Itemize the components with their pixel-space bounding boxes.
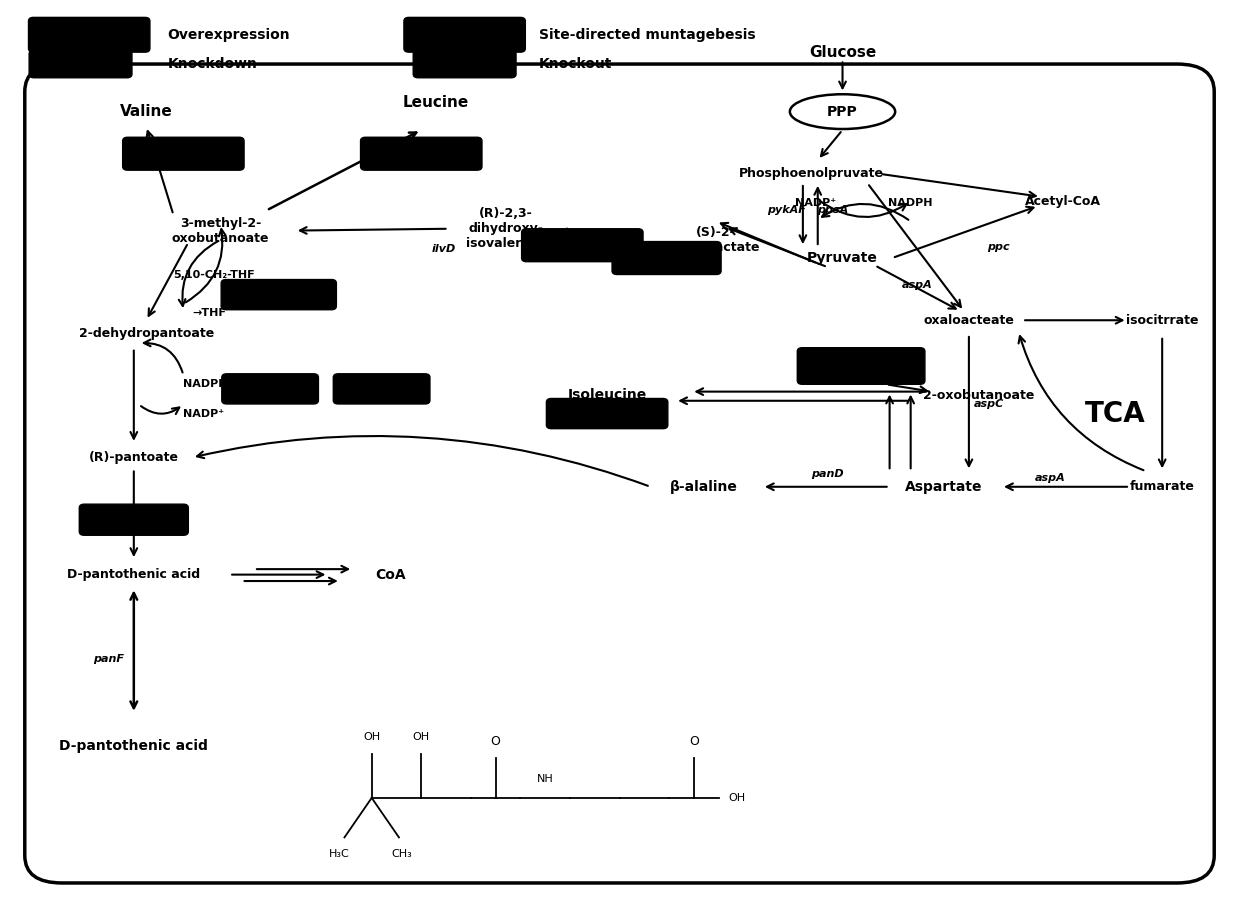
Text: ppc: ppc bbox=[987, 242, 1010, 252]
FancyBboxPatch shape bbox=[413, 50, 515, 78]
Text: ppsA: ppsA bbox=[817, 206, 849, 215]
Text: β-alaline: β-alaline bbox=[670, 479, 737, 494]
FancyBboxPatch shape bbox=[221, 279, 336, 309]
Text: NADPH: NADPH bbox=[888, 199, 933, 208]
Text: CH₃: CH₃ bbox=[392, 849, 411, 859]
FancyBboxPatch shape bbox=[25, 64, 1214, 883]
FancyBboxPatch shape bbox=[123, 137, 244, 170]
Text: panD: panD bbox=[812, 469, 844, 479]
Text: isocitrrate: isocitrrate bbox=[1126, 314, 1198, 327]
Text: NADP⁺: NADP⁺ bbox=[183, 409, 224, 418]
Text: Site-directed muntagebesis: Site-directed muntagebesis bbox=[539, 27, 756, 42]
FancyBboxPatch shape bbox=[546, 398, 668, 428]
Text: Knockout: Knockout bbox=[539, 57, 612, 71]
FancyBboxPatch shape bbox=[404, 17, 525, 52]
Text: pykAF: pykAF bbox=[767, 206, 807, 215]
Text: aspA: aspA bbox=[1036, 473, 1066, 482]
FancyBboxPatch shape bbox=[522, 229, 643, 262]
Text: aspC: aspC bbox=[974, 400, 1004, 409]
Text: NH: NH bbox=[536, 774, 554, 784]
Text: NADPH: NADPH bbox=[183, 380, 228, 389]
Text: NADP⁺: NADP⁺ bbox=[794, 199, 836, 208]
Text: panF: panF bbox=[93, 654, 125, 663]
FancyBboxPatch shape bbox=[333, 374, 430, 404]
FancyBboxPatch shape bbox=[361, 137, 482, 170]
Text: Leucine: Leucine bbox=[403, 95, 470, 110]
FancyBboxPatch shape bbox=[222, 374, 318, 404]
Text: fumarate: fumarate bbox=[1130, 480, 1194, 493]
Text: Valine: Valine bbox=[120, 104, 172, 119]
Text: OH: OH bbox=[729, 793, 746, 802]
Text: 2-dehydropantoate: 2-dehydropantoate bbox=[78, 328, 214, 340]
Text: Glucose: Glucose bbox=[809, 45, 876, 59]
Text: Phosphoenolpruvate: Phosphoenolpruvate bbox=[738, 167, 885, 180]
Text: Isoleucine: Isoleucine bbox=[567, 388, 647, 403]
Text: Aspartate: Aspartate bbox=[906, 479, 983, 494]
Text: H₃C: H₃C bbox=[330, 849, 349, 859]
Text: Overexpression: Overexpression bbox=[167, 27, 290, 42]
Text: oxaloacteate: oxaloacteate bbox=[923, 314, 1015, 327]
FancyBboxPatch shape bbox=[612, 242, 721, 274]
Text: D-pantothenic acid: D-pantothenic acid bbox=[59, 738, 208, 753]
FancyBboxPatch shape bbox=[30, 50, 131, 78]
Text: 2-oxobutanoate: 2-oxobutanoate bbox=[923, 389, 1035, 402]
Text: (R)-pantoate: (R)-pantoate bbox=[89, 451, 178, 464]
Text: (R)-2,3-
dihydroxy-
isovalerate: (R)-2,3- dihydroxy- isovalerate bbox=[466, 208, 545, 250]
Text: Threonine: Threonine bbox=[803, 370, 882, 384]
Text: PPP: PPP bbox=[828, 104, 857, 119]
Text: D-pantothenic acid: D-pantothenic acid bbox=[67, 568, 201, 581]
Text: O: O bbox=[689, 736, 699, 748]
Text: CoA: CoA bbox=[375, 567, 405, 582]
FancyBboxPatch shape bbox=[79, 504, 188, 535]
Text: ilvD: ilvD bbox=[431, 244, 456, 253]
FancyBboxPatch shape bbox=[28, 17, 150, 52]
Text: Knockdown: Knockdown bbox=[167, 57, 258, 71]
Text: TCA: TCA bbox=[1084, 400, 1146, 427]
Text: 3-methyl-2-
oxobutanoate: 3-methyl-2- oxobutanoate bbox=[172, 217, 269, 244]
Text: Pyruvate: Pyruvate bbox=[807, 251, 878, 265]
Text: 5,10-CH₂-THF: 5,10-CH₂-THF bbox=[173, 270, 255, 279]
Ellipse shape bbox=[790, 94, 895, 129]
Text: Acetyl-CoA: Acetyl-CoA bbox=[1025, 195, 1101, 208]
Text: (S)-2-
acetolactate: (S)-2- acetolactate bbox=[673, 226, 760, 253]
Text: O: O bbox=[491, 736, 501, 748]
Text: aspA: aspA bbox=[902, 281, 932, 290]
Text: OH: OH bbox=[413, 733, 430, 742]
Text: OH: OH bbox=[363, 733, 380, 742]
Text: →THF: →THF bbox=[192, 308, 225, 318]
FancyBboxPatch shape bbox=[798, 348, 924, 384]
